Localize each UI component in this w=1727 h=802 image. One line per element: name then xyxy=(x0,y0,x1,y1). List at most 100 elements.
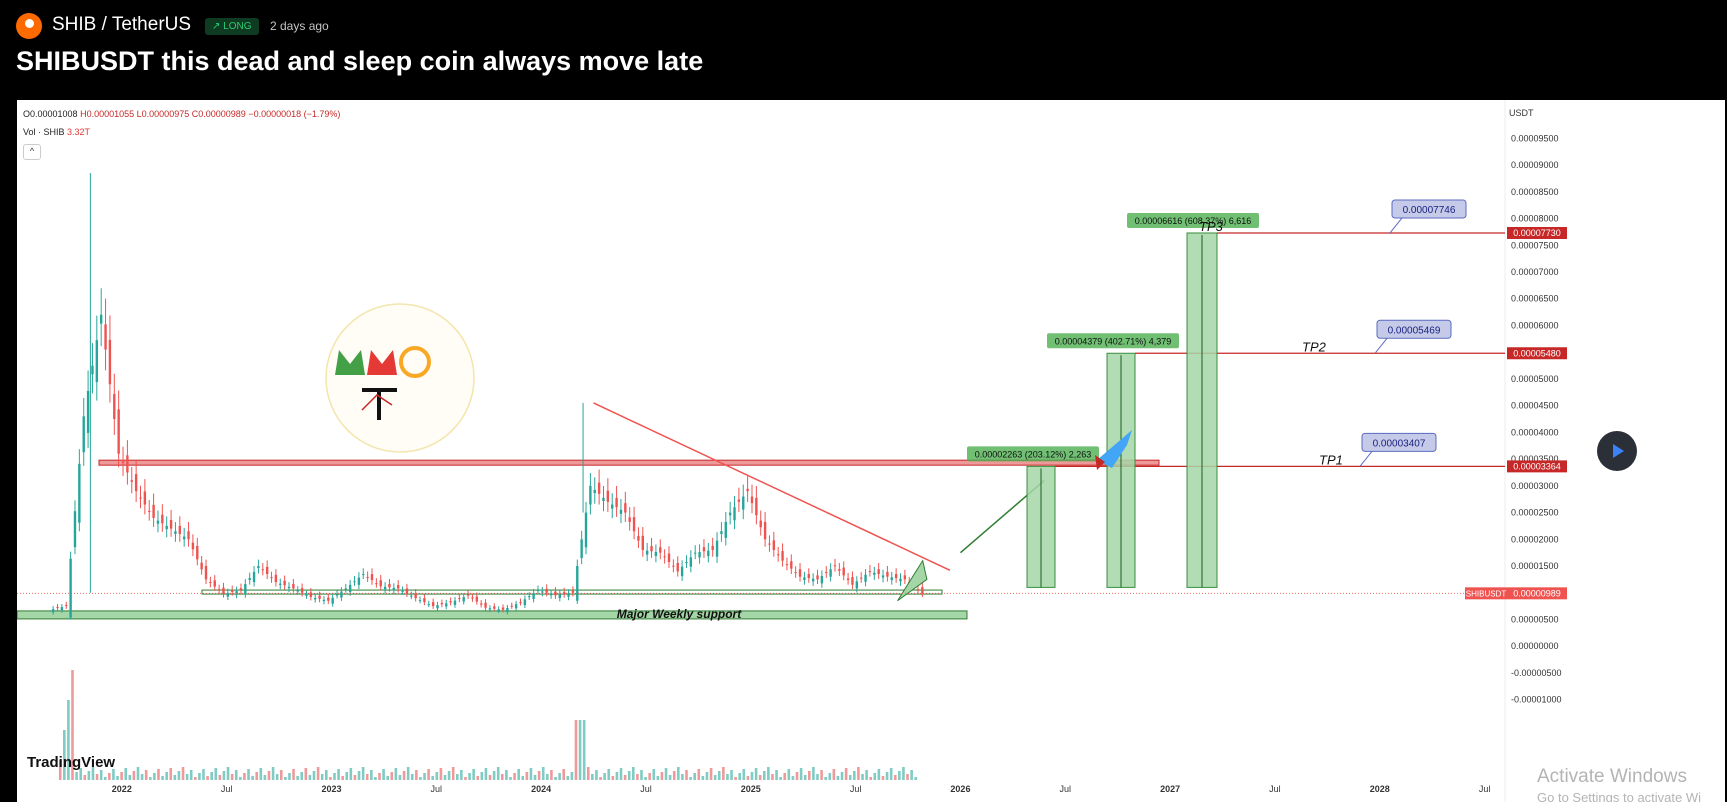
volume-bar xyxy=(374,777,377,780)
volume-bar xyxy=(79,768,82,780)
volume-bar xyxy=(239,777,242,780)
logo-bear-icon xyxy=(367,350,397,375)
candle-body xyxy=(73,511,77,548)
y-tick-label: 0.00007000 xyxy=(1511,267,1559,277)
candle-body xyxy=(379,580,382,587)
volume-bar xyxy=(398,775,402,780)
volume-bar xyxy=(67,700,70,780)
secondary-support-band xyxy=(201,589,943,595)
candle-body xyxy=(458,598,461,600)
volume-bar xyxy=(541,767,545,780)
candle-body xyxy=(143,491,147,505)
volume-bar xyxy=(861,774,864,780)
volume-bar xyxy=(681,774,684,780)
y-tick-label: 0.00003500 xyxy=(1511,454,1559,464)
volume-bar xyxy=(664,768,668,780)
candle-body xyxy=(838,569,841,571)
volume-bar xyxy=(501,774,504,780)
y-tick-label: -0.00001000 xyxy=(1511,695,1562,705)
chart-area[interactable]: USDT 0.00009500 0.00009000 0.00008500 0.0000… xyxy=(17,100,1725,802)
candle-body xyxy=(427,604,430,606)
candle-body xyxy=(820,576,824,584)
candle-body xyxy=(178,525,182,534)
candle-body xyxy=(868,570,872,572)
candle-body xyxy=(536,590,540,592)
last-price-symbol-bg xyxy=(1465,587,1507,600)
volume-legend: Vol · SHIB 3.32T xyxy=(23,127,90,137)
candle-body xyxy=(56,607,59,609)
candle-body xyxy=(191,542,195,550)
logo-t-glyph xyxy=(362,388,397,420)
volume-bar xyxy=(713,775,717,780)
candle-body xyxy=(545,588,548,593)
volume-bar xyxy=(656,776,660,780)
volume-bar xyxy=(75,772,78,780)
candle-body xyxy=(759,520,762,528)
y-tick-label: 0.00004000 xyxy=(1511,427,1559,437)
y-tick-label: 0.00009500 xyxy=(1511,133,1559,143)
volume-bar xyxy=(910,770,913,780)
price-chart[interactable]: USDT 0.00009500 0.00009000 0.00008500 0.0000… xyxy=(17,100,1725,802)
volume-bar xyxy=(869,777,872,780)
volume-bar xyxy=(226,767,230,780)
volume-bar xyxy=(267,771,271,780)
candle-body xyxy=(886,571,889,577)
candle-body xyxy=(239,588,243,591)
tp-label: TP1 xyxy=(1319,452,1343,467)
volume-bar xyxy=(566,776,570,780)
candle-body xyxy=(357,577,361,585)
volume-bar xyxy=(460,770,463,780)
candle-body xyxy=(108,339,112,385)
volume-bar xyxy=(771,774,774,780)
price-callout-pointer xyxy=(1374,337,1388,354)
volume-bar xyxy=(83,775,87,780)
candle-body xyxy=(733,507,736,521)
volume-bar xyxy=(103,777,107,780)
candle-body xyxy=(362,574,365,576)
volume-bar xyxy=(701,776,705,780)
volume-bar xyxy=(857,767,860,780)
y-tick-label: 0.00006500 xyxy=(1511,294,1559,304)
candle-body xyxy=(305,594,308,596)
volume-bar xyxy=(419,777,422,780)
candle-body xyxy=(121,461,125,464)
candle-body xyxy=(816,575,819,580)
volume-bar xyxy=(173,775,177,780)
collapse-legend-button[interactable]: ^ xyxy=(23,144,41,160)
candle-body xyxy=(846,578,850,581)
y-tick-label: 0.00008000 xyxy=(1511,214,1559,224)
candle-body xyxy=(781,551,784,561)
price-axis-tag-text: 0.00005480 xyxy=(1513,348,1561,358)
candle-body xyxy=(794,572,797,574)
volume-bar xyxy=(120,772,123,780)
volume-bar xyxy=(672,771,676,780)
symbol-name[interactable]: SHIB / TetherUS xyxy=(52,14,192,35)
volume-bar xyxy=(345,772,349,780)
candle-body xyxy=(785,564,789,566)
candle-body xyxy=(139,497,142,499)
candle-body xyxy=(711,545,714,550)
candle-body xyxy=(65,605,68,607)
price-callout-text: 0.00007746 xyxy=(1403,205,1456,216)
candle-body xyxy=(715,540,719,557)
volume-bar xyxy=(840,772,844,780)
volume-bar xyxy=(222,771,226,780)
candle-body xyxy=(95,340,99,383)
volume-bar xyxy=(832,769,836,780)
measure-label-bg xyxy=(967,446,1099,462)
volume-bar xyxy=(480,772,484,780)
candle-body xyxy=(117,409,120,454)
volume-bar xyxy=(431,776,435,780)
candle-body xyxy=(51,609,55,613)
x-tick-label: Jul xyxy=(431,784,443,794)
candle-body xyxy=(811,578,815,582)
play-replay-button[interactable] xyxy=(1597,431,1637,471)
candle-body xyxy=(283,580,286,586)
volume-bar xyxy=(136,767,140,780)
volume-bar xyxy=(791,776,795,780)
volume-bar xyxy=(415,770,418,780)
y-tick-label: 0.00000500 xyxy=(1511,614,1559,624)
measure-label: 0.00004379 (402.71%) 4,379 xyxy=(1055,336,1172,346)
volume-bar xyxy=(689,777,692,780)
candle-body xyxy=(576,566,579,601)
